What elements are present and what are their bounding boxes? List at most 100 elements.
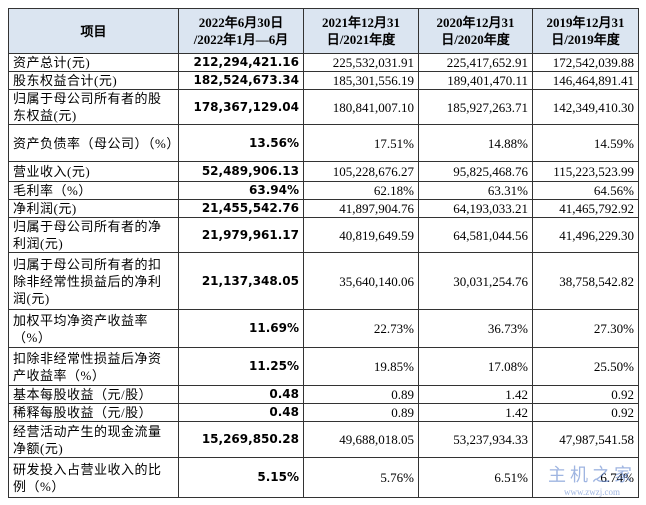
row-label: 经营活动产生的现金流量净额(元) [8,421,179,458]
header-line: 日/2019年度 [551,32,620,47]
watermark: 主机之家 www.zwzj.com [548,461,636,497]
value-cell: 1.42 [418,385,533,404]
row-label: 资产总计(元) [8,53,179,72]
row-label: 归属于母公司所有者的股东权益(元) [8,89,179,125]
value-cell: 185,301,556.19 [303,71,419,90]
financial-table: 项目 2022年6月30日/2022年1月—6月 2021年12月31 日/2021年… [8,8,639,498]
value-cell: 22.73% [303,309,419,348]
value-cell: 49,688,018.05 [303,421,419,458]
value-cell: 35,640,140.06 [303,252,419,310]
header-cell: 项目 [8,8,179,54]
value-cell: 27.30% [532,309,639,348]
table-row: 营业收入(元) 52,489,906.13 105,228,676.27 95,825… [8,161,639,182]
row-label: 资产负债率（母公司）（%） [8,124,179,162]
value-cell: 21,455,542.76 [178,199,304,218]
value-cell: 63.31% [418,181,533,200]
row-label: 净利润(元) [8,199,179,218]
table-row: 稀释每股收益（元/股） 0.48 0.89 1.42 0.92 [8,403,639,422]
header-row: 项目 2022年6月30日/2022年1月—6月 2021年12月31 日/2021年… [8,8,639,54]
row-label: 归属于母公司所有者的扣除非经常性损益后的净利润(元) [8,252,179,310]
value-cell: 180,841,007.10 [303,89,419,125]
value-cell: 0.89 [303,385,419,404]
value-cell: 64.56% [532,181,639,200]
value-cell: 178,367,129.04 [178,89,304,125]
value-cell: 64,193,033.21 [418,199,533,218]
value-cell: 30,031,254.76 [418,252,533,310]
value-cell: 17.08% [418,347,533,386]
row-label: 股东权益合计(元) [8,71,179,90]
table-row: 基本每股收益（元/股） 0.48 0.89 1.42 0.92 [8,385,639,404]
value-cell: 146,464,891.41 [532,71,639,90]
value-cell: 41,897,904.76 [303,199,419,218]
row-label: 加权平均净资产收益率（%） [8,309,179,348]
watermark-url: www.zwzj.com [564,487,620,497]
watermark-text: 主机之家 [548,465,636,485]
value-cell: 95,825,468.76 [418,161,533,182]
table-row: 归属于母公司所有者的净利润(元) 21,979,961.17 40,819,649.… [8,217,639,253]
value-cell: 15,269,850.28 [178,421,304,458]
value-cell: 11.25% [178,347,304,386]
header-cell: 2019年12月31 日/2019年度 [532,8,639,54]
value-cell: 212,294,421.16 [178,53,304,72]
value-cell: 19.85% [303,347,419,386]
value-cell: 6.51% [418,457,533,498]
header-line: 2019年12月31 [546,15,625,30]
header-line: 项目 [80,23,107,39]
value-cell: 25.50% [532,347,639,386]
table-row: 归属于母公司所有者的股东权益(元) 178,367,129.04 180,841,0… [8,89,639,125]
value-cell: 14.88% [418,124,533,162]
value-cell: 40,819,649.59 [303,217,419,253]
value-cell: 225,417,652.91 [418,53,533,72]
header-line: /2022年1月—6月 [193,32,289,47]
value-cell: 0.48 [178,385,304,404]
value-cell: 6.74% [532,457,639,498]
value-cell: 172,542,039.88 [532,53,639,72]
value-cell: 64,581,044.56 [418,217,533,253]
table-row: 归属于母公司所有者的扣除非经常性损益后的净利润(元) 21,137,348.05 3… [8,252,639,310]
table-row: 净利润(元) 21,455,542.76 41,897,904.76 64,193,0… [8,199,639,218]
value-cell: 5.15% [178,457,304,498]
table-row: 资产负债率（母公司）（%） 13.56% 17.51% 14.88% 14.59% [8,124,639,162]
row-label: 基本每股收益（元/股） [8,385,179,404]
table-row: 股东权益合计(元) 182,524,673.34 185,301,556.19 189… [8,71,639,90]
value-cell: 1.42 [418,403,533,422]
header-line: 2022年6月30日 [198,15,284,30]
value-cell: 189,401,470.11 [418,71,533,90]
value-cell: 17.51% [303,124,419,162]
table-row: 资产总计(元) 212,294,421.16 225,532,031.91 225,4… [8,53,639,72]
value-cell: 53,237,934.33 [418,421,533,458]
value-cell: 14.59% [532,124,639,162]
value-cell: 182,524,673.34 [178,71,304,90]
row-label: 研发投入占营业收入的比例（%） [8,457,179,498]
value-cell: 5.76% [303,457,419,498]
header-line: 日/2021年度 [326,32,396,47]
value-cell: 0.92 [532,403,639,422]
table-row: 经营活动产生的现金流量净额(元) 15,269,850.28 49,688,018.… [8,421,639,458]
value-cell: 0.48 [178,403,304,422]
header-cell: 2022年6月30日/2022年1月—6月 [178,8,304,54]
row-label: 归属于母公司所有者的净利润(元) [8,217,179,253]
row-label: 稀释每股收益（元/股） [8,403,179,422]
value-cell: 21,979,961.17 [178,217,304,253]
value-cell: 185,927,263.71 [418,89,533,125]
value-cell: 63.94% [178,181,304,200]
header-cell: 2021年12月31 日/2021年度 [303,8,419,54]
row-label: 毛利率（%） [8,181,179,200]
value-cell: 47,987,541.58 [532,421,639,458]
header-line: 2021年12月31 [321,15,400,30]
value-cell: 115,223,523.99 [532,161,639,182]
value-cell: 38,758,542.82 [532,252,639,310]
value-cell: 0.92 [532,385,639,404]
value-cell: 21,137,348.05 [178,252,304,310]
row-label: 营业收入(元) [8,161,179,182]
table-row: 研发投入占营业收入的比例（%） 5.15% 5.76% 6.51% 6.74% [8,457,639,498]
value-cell: 0.89 [303,403,419,422]
value-cell: 62.18% [303,181,419,200]
header-cell: 2020年12月31 日/2020年度 [418,8,533,54]
value-cell: 11.69% [178,309,304,348]
value-cell: 225,532,031.91 [303,53,419,72]
header-line: 日/2020年度 [441,32,510,47]
value-cell: 41,496,229.30 [532,217,639,253]
value-cell: 13.56% [178,124,304,162]
